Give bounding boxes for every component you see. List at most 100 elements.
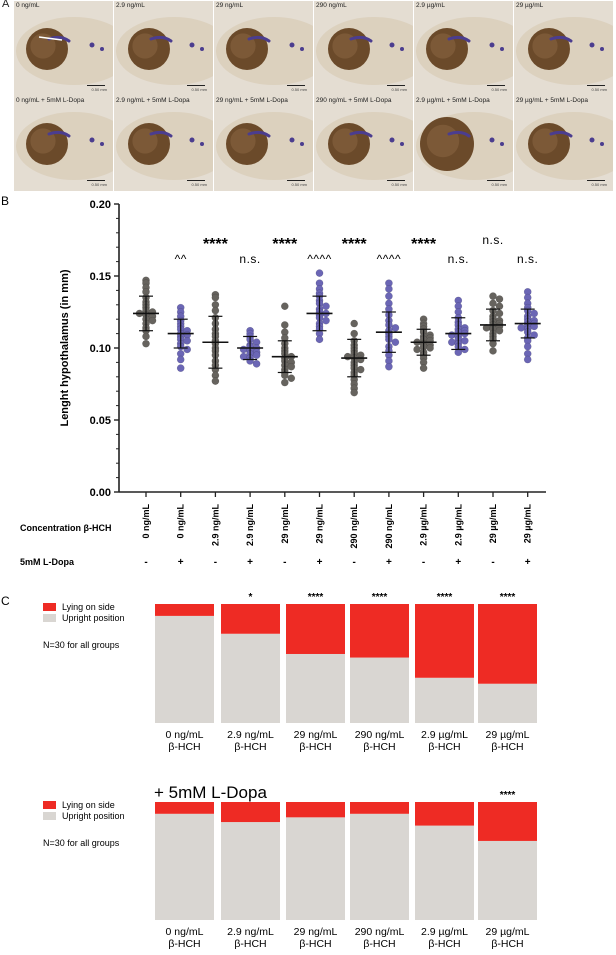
data-point [252,360,261,368]
significance-label: **** [500,790,516,801]
data-point [142,332,150,341]
category-label-hch: β-HCH [491,741,523,753]
larva-image: 2.9 ng/mL 0.50 mm [114,1,213,96]
x-tick-label: 2.9 ng/mL [210,504,220,547]
data-point [523,355,532,364]
significance-label: **** [437,592,453,603]
ldopa-sign: + [178,557,184,568]
data-point [495,309,504,318]
significance-label: **** [272,236,298,253]
scale-bar-text: 0.50 mm [191,87,207,92]
data-point [239,345,248,354]
scale-bar [187,84,205,86]
data-point [211,293,220,302]
bar-segment-lying [478,604,537,684]
image-label: 29 µg/mL [516,2,544,9]
scale-bar [87,84,105,86]
data-point [142,339,150,348]
x-tick-label: 29 µg/mL [523,504,533,544]
category-label-conc: 2.9 ng/mL [227,926,274,938]
significance-label: n.s. [482,233,503,247]
larva-head-drawing [316,17,413,85]
image-label: 2.9 ng/mL [116,2,145,9]
data-point [391,324,400,332]
image-label: 29 ng/mL [216,2,244,9]
image-label: 29 µg/mL + 5mM L-Dopa [516,97,588,104]
significance-label: n.s. [239,252,260,266]
data-point [183,336,191,345]
larva-image: 29 µg/mL + 5mM L-Dopa 0.50 mm [514,96,613,191]
larva-image: 2.9 µg/mL 0.50 mm [414,1,513,96]
significance-label: **** [308,592,324,603]
category-label-conc: 29 ng/mL [294,729,338,741]
significance-label: **** [342,236,368,253]
hypothalamus-stain [47,130,71,138]
legend-label-upright: Upright position [62,613,125,623]
category-label-hch: β-HCH [168,938,200,950]
data-point [280,378,289,387]
data-point [287,374,296,383]
stain-spot [89,42,95,48]
scale-bar [587,84,605,86]
legend-label-upright: Upright position [62,811,125,821]
bar-segment-lying [478,802,537,841]
stain-spot [389,42,395,48]
larva-head-drawing [116,17,213,85]
stain-spot [400,47,404,51]
data-point [385,292,393,300]
scale-bar-text: 0.50 mm [491,182,507,187]
ldopa-sign: - [214,557,217,568]
category-label-hch: β-HCH [168,741,200,753]
x-tick-label: 29 ng/mL [315,504,325,544]
stain-spot [289,137,295,143]
scale-bar-text: 0.50 mm [291,182,307,187]
y-tick-label: 0.20 [90,199,111,211]
category-label-conc: 0 ng/mL [166,729,204,741]
data-point [211,377,220,385]
significance-label: **** [500,592,516,603]
category-label-conc: 0 ng/mL [166,926,204,938]
scale-bar-text: 0.50 mm [291,87,307,92]
scale-bar [387,179,405,181]
stain-spot [200,142,204,146]
stain-spot [89,137,95,143]
larva-head-drawing [16,112,113,180]
data-point [517,324,526,332]
stain-spot [289,42,295,48]
scale-bar [487,179,505,181]
hypothalamus-stain [349,130,373,138]
hypothalamus-stain [149,35,173,43]
category-label-hch: β-HCH [428,741,460,753]
data-point [447,331,456,339]
hypothalamus-stain [549,130,573,138]
category-label-conc: 29 µg/mL [486,926,530,938]
category-label-conc: 2.9 ng/mL [227,729,274,741]
scale-bar-text: 0.50 mm [491,87,507,92]
data-point [350,319,359,328]
stain-spot [589,42,595,48]
larva-head-drawing [216,112,313,180]
data-point [148,316,157,325]
ldopa-sign: + [247,557,253,568]
scale-bar [287,84,305,86]
hypothalamus-stain [149,130,173,138]
scale-bar-text: 0.50 mm [591,182,607,187]
larva-head-drawing [316,112,413,180]
stain-spot [489,42,495,48]
y-tick-label: 0.00 [90,487,111,499]
bar-segment-lying [350,802,409,814]
bar-segment-upright [155,615,214,723]
larva-head-drawing [516,112,613,180]
chart-title: + 5mM L-Dopa [154,783,267,802]
group-size-note: N=30 for all groups [43,640,120,650]
x-tick-label: 2.9 ng/mL [245,504,255,547]
hypothalamus-stain [247,35,271,43]
stain-spot [600,142,604,146]
x-tick-label: 290 ng/mL [349,504,359,549]
significance-label: ^^ [175,252,187,266]
larva-image: 2.9 ng/mL + 5mM L-Dopa 0.50 mm [114,96,213,191]
panel-letter-a: A [2,0,10,10]
bar-segment-upright [415,825,474,920]
data-point [523,342,532,351]
bar-segment-upright [350,657,409,723]
